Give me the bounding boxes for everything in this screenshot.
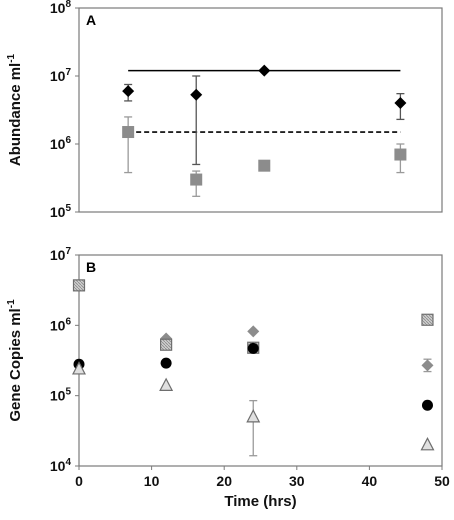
y-tick-label: 106 (50, 135, 72, 152)
plot-frame (78, 7, 443, 213)
series-2-square-point (122, 126, 135, 139)
y-tick-label: 108 (50, 0, 72, 16)
x-tick-label: 0 (75, 473, 83, 489)
x-tick-label: 20 (216, 473, 232, 489)
series-1-diamond-point (258, 64, 271, 77)
series-1-diamond-point (122, 85, 135, 98)
y-tick-label: 106 (50, 316, 72, 333)
y-tick-label: 104 (50, 457, 72, 474)
series-4-triangle-point (72, 361, 86, 375)
series-2-square-hatched-point (160, 338, 173, 351)
series-4-triangle-point (159, 377, 174, 391)
series-2-square-point (258, 159, 271, 172)
y-tick-label: 105 (50, 387, 72, 404)
series-1-diamond-point (190, 88, 203, 101)
plot-frame (78, 254, 443, 467)
x-axis-label: Time (hrs) (224, 493, 296, 510)
series-4-triangle-point (420, 437, 435, 451)
series-2-square-hatched-point (72, 279, 86, 292)
series-3-circle-point (247, 342, 259, 354)
x-tick-label: 50 (434, 473, 450, 489)
y-tick-label: 107 (50, 246, 72, 263)
series-3-circle-point (160, 357, 172, 369)
x-tick-label: 30 (289, 473, 305, 489)
panel-label: B (86, 259, 96, 275)
y-tick-label: 105 (50, 203, 72, 220)
series-2-square-hatched-point (421, 313, 434, 326)
y-tick-label: 107 (50, 67, 72, 84)
series-1-diamond-point (394, 97, 407, 110)
series-2-square-point (190, 173, 203, 186)
series-3-circle-point (421, 399, 433, 411)
panel-label: A (86, 12, 96, 28)
series-2-square-point (394, 148, 407, 161)
panel-a: 108 107 106 105 A Abundance ml-1 (6, 0, 443, 220)
y-axis-label: Gene Copies ml-1 (6, 299, 24, 422)
series-1-diamond-point (247, 325, 260, 338)
series-4-triangle-point (246, 409, 261, 423)
series-1-diamond-point (421, 359, 434, 372)
y-axis-label: Abundance ml-1 (6, 53, 24, 166)
x-tick-label: 40 (362, 473, 378, 489)
x-tick-label: 10 (144, 473, 160, 489)
